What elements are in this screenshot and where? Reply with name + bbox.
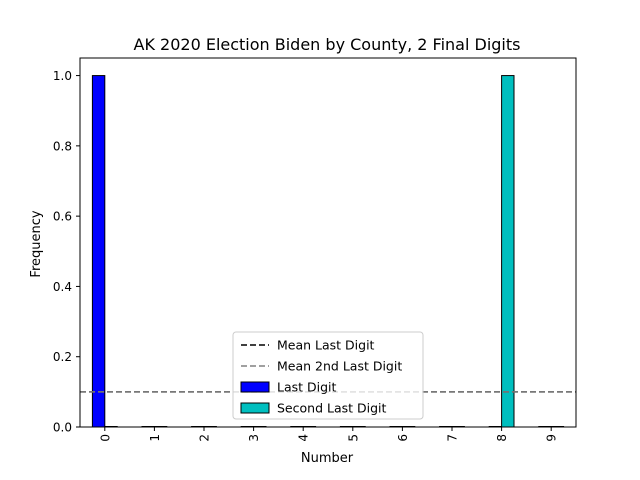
legend-label-second-last-digit: Second Last Digit bbox=[277, 401, 386, 416]
x-axis: 0 1 2 3 4 5 6 7 8 9 bbox=[98, 427, 559, 442]
chart-title: AK 2020 Election Biden by County, 2 Fina… bbox=[134, 35, 521, 54]
x-tick-label: 6 bbox=[396, 434, 410, 442]
legend-swatch-second-last-digit bbox=[240, 402, 270, 414]
bar-last-digit-0 bbox=[91, 75, 106, 428]
y-axis-label: Frequency bbox=[29, 210, 44, 277]
y-tick-label: 0.0 bbox=[53, 421, 72, 435]
x-tick-label: 7 bbox=[446, 434, 460, 442]
y-axis: 0.0 0.2 0.4 0.6 0.8 1.0 bbox=[53, 69, 80, 435]
x-tick-label: 9 bbox=[545, 434, 559, 442]
legend-label-last-digit: Last Digit bbox=[277, 380, 337, 395]
y-tick-label: 0.6 bbox=[53, 210, 72, 224]
legend-box bbox=[232, 331, 424, 420]
x-tick-label: 1 bbox=[148, 434, 162, 442]
legend-label-mean-last-digit: Mean Last Digit bbox=[277, 338, 375, 353]
legend-swatch-last-digit bbox=[240, 381, 270, 393]
x-axis-label: Number bbox=[301, 451, 354, 466]
x-tick-label: 3 bbox=[247, 434, 261, 442]
x-tick-label: 5 bbox=[346, 434, 360, 442]
legend-label-mean-2nd-last-digit: Mean 2nd Last Digit bbox=[277, 359, 402, 374]
y-tick-label: 1.0 bbox=[53, 69, 72, 83]
x-tick-label: 8 bbox=[495, 434, 509, 442]
y-tick-label: 0.4 bbox=[53, 280, 72, 294]
x-tick-label: 0 bbox=[98, 434, 112, 442]
y-tick-label: 0.2 bbox=[53, 350, 72, 364]
x-tick-label: 4 bbox=[297, 434, 311, 442]
bar-second-last-digit-8 bbox=[501, 75, 515, 428]
x-tick-label: 2 bbox=[198, 434, 212, 442]
plot-frame bbox=[79, 57, 577, 428]
legend: Mean Last Digit Mean 2nd Last Digit Last D… bbox=[232, 331, 424, 420]
y-tick-label: 0.8 bbox=[53, 139, 72, 153]
